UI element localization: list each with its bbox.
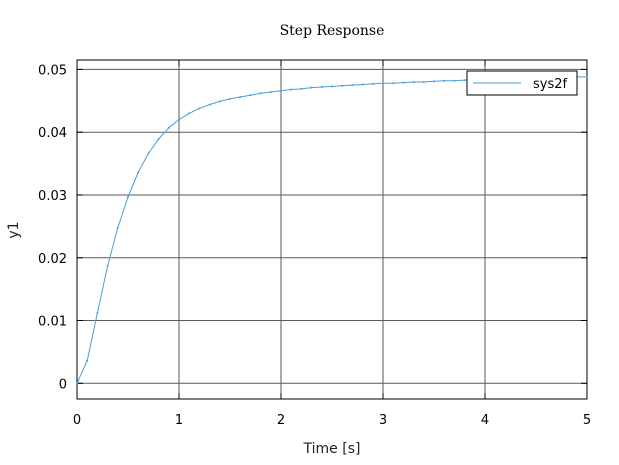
x-tick-label: 2 — [277, 413, 285, 428]
chart-title: Step Response — [280, 23, 385, 39]
data-point — [392, 82, 395, 85]
data-point — [208, 103, 211, 106]
data-point — [96, 311, 99, 314]
data-point — [147, 152, 150, 155]
legend: sys2f — [466, 70, 578, 96]
data-point — [157, 138, 160, 141]
data-point — [76, 382, 78, 385]
x-tick-label: 4 — [481, 413, 489, 428]
data-point — [290, 88, 293, 91]
data-point — [137, 171, 140, 174]
series-line-sys2f — [76, 76, 587, 384]
data-point — [310, 86, 313, 89]
data-point — [433, 80, 435, 83]
grid-lines — [76, 60, 588, 399]
data-point — [116, 226, 119, 229]
x-tick-label: 0 — [73, 413, 81, 428]
data-point — [300, 87, 303, 90]
data-point — [412, 80, 415, 83]
axis-ticks — [76, 60, 588, 399]
data-point — [341, 84, 344, 87]
plot-area-frame — [76, 59, 588, 400]
data-point — [320, 85, 323, 88]
x-tick-label: 1 — [175, 413, 183, 428]
data-point — [331, 85, 333, 88]
y-tick-label: 0.04 — [38, 126, 67, 141]
data-point — [269, 91, 272, 94]
data-point — [106, 264, 109, 267]
y-axis-label: y1 — [6, 221, 22, 238]
y-tick-label: 0.03 — [38, 189, 67, 204]
data-point — [178, 118, 180, 121]
x-tick-label: 5 — [583, 413, 591, 428]
data-point — [259, 92, 262, 95]
y-tick-label: 0.01 — [38, 315, 67, 330]
data-point — [361, 83, 364, 86]
data-point — [382, 82, 384, 85]
legend-label-sys2f: sys2f — [533, 77, 568, 92]
data-point — [280, 89, 282, 92]
y-tick-label: 0.02 — [38, 252, 67, 267]
tick-labels: 0 1 2 3 4 5 0 0.01 0.02 0.03 0.04 0.05 — [38, 63, 591, 428]
data-point — [351, 84, 354, 87]
data-point — [371, 82, 374, 85]
series-layer — [76, 75, 588, 385]
data-point — [188, 112, 191, 115]
data-point — [453, 79, 456, 82]
data-point — [422, 80, 425, 83]
data-point — [229, 97, 231, 100]
data-point — [218, 100, 221, 103]
data-point — [239, 96, 242, 99]
data-point — [463, 79, 466, 82]
y-tick-label: 0 — [59, 377, 67, 392]
data-point — [167, 126, 170, 129]
data-point — [443, 79, 446, 82]
data-point — [127, 195, 129, 198]
data-point — [402, 81, 405, 84]
data-point — [86, 359, 89, 362]
data-point — [586, 75, 588, 78]
x-axis-label: Time [s] — [303, 441, 361, 457]
x-tick-label: 3 — [379, 413, 387, 428]
y-tick-label: 0.05 — [38, 63, 67, 78]
data-point — [249, 94, 252, 97]
data-point — [198, 107, 201, 110]
